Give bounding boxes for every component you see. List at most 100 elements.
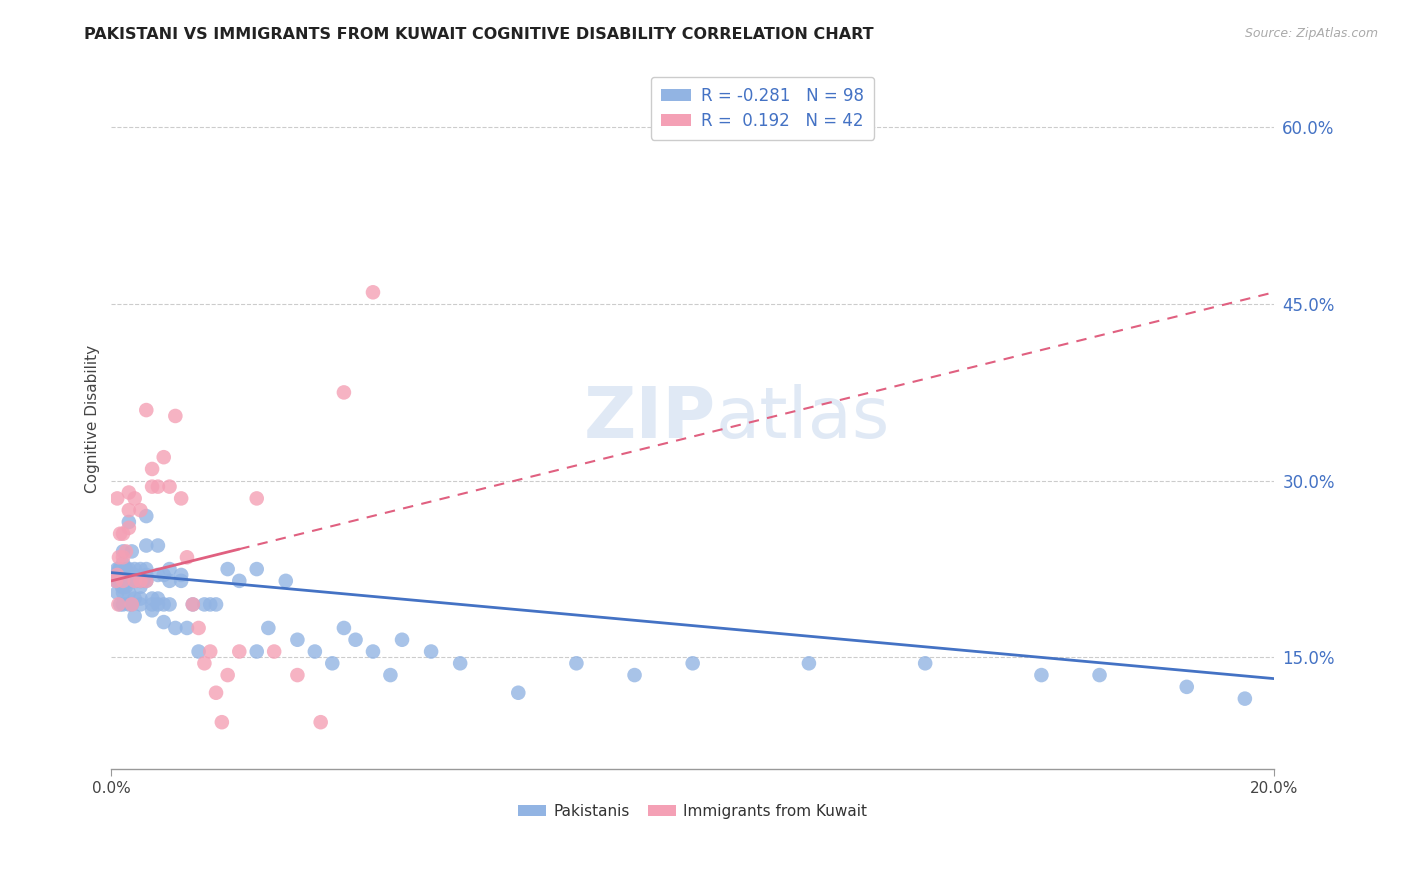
Point xyxy=(228,574,250,588)
Point xyxy=(129,503,152,517)
Point xyxy=(187,621,209,635)
Point xyxy=(304,644,326,658)
Point xyxy=(105,568,128,582)
Point xyxy=(132,574,155,588)
Point xyxy=(112,550,135,565)
Point xyxy=(118,598,141,612)
Point xyxy=(120,574,142,588)
Point xyxy=(105,491,128,506)
Point xyxy=(508,686,530,700)
Point xyxy=(108,526,131,541)
Point xyxy=(110,574,132,588)
Point xyxy=(211,715,233,730)
Point xyxy=(121,598,143,612)
Point xyxy=(108,562,131,576)
Point xyxy=(246,644,269,658)
Point xyxy=(170,574,193,588)
Point xyxy=(159,598,181,612)
Text: PAKISTANI VS IMMIGRANTS FROM KUWAIT COGNITIVE DISABILITY CORRELATION CHART: PAKISTANI VS IMMIGRANTS FROM KUWAIT COGN… xyxy=(84,27,875,42)
Point xyxy=(118,585,141,599)
Point xyxy=(124,574,146,588)
Point xyxy=(344,632,367,647)
Point xyxy=(112,556,135,570)
Point xyxy=(118,515,141,529)
Point xyxy=(129,580,152,594)
Point xyxy=(274,574,297,588)
Point xyxy=(121,544,143,558)
Point xyxy=(135,539,157,553)
Point xyxy=(193,657,215,671)
Point xyxy=(565,657,588,671)
Point xyxy=(107,574,129,588)
Point xyxy=(118,485,141,500)
Point xyxy=(105,574,128,588)
Point xyxy=(246,491,269,506)
Point xyxy=(193,598,215,612)
Point xyxy=(135,562,157,576)
Point xyxy=(287,632,309,647)
Point xyxy=(118,574,141,588)
Point xyxy=(159,480,181,494)
Point xyxy=(200,598,222,612)
Point xyxy=(135,568,157,582)
Point xyxy=(118,568,141,582)
Point xyxy=(135,403,157,417)
Point xyxy=(135,574,157,588)
Point xyxy=(146,480,169,494)
Point xyxy=(170,568,193,582)
Text: Source: ZipAtlas.com: Source: ZipAtlas.com xyxy=(1244,27,1378,40)
Point xyxy=(129,598,152,612)
Point xyxy=(115,544,138,558)
Legend: Pakistanis, Immigrants from Kuwait: Pakistanis, Immigrants from Kuwait xyxy=(512,797,873,825)
Point xyxy=(176,621,198,635)
Point xyxy=(105,585,128,599)
Point xyxy=(152,615,174,629)
Point xyxy=(112,574,135,588)
Point xyxy=(141,591,163,606)
Point xyxy=(129,562,152,576)
Point xyxy=(176,550,198,565)
Point xyxy=(115,562,138,576)
Point xyxy=(108,550,131,565)
Point xyxy=(146,591,169,606)
Point xyxy=(146,539,169,553)
Point xyxy=(129,574,152,588)
Point xyxy=(111,580,134,594)
Point xyxy=(115,580,138,594)
Point xyxy=(420,644,443,658)
Point xyxy=(200,644,222,658)
Point xyxy=(124,491,146,506)
Point xyxy=(152,568,174,582)
Point xyxy=(112,568,135,582)
Point xyxy=(205,686,228,700)
Point xyxy=(108,562,131,576)
Point xyxy=(682,657,704,671)
Point xyxy=(146,568,169,582)
Point xyxy=(165,621,187,635)
Point xyxy=(107,598,129,612)
Point xyxy=(129,574,152,588)
Point xyxy=(205,598,228,612)
Point xyxy=(124,562,146,576)
Point xyxy=(391,632,413,647)
Point xyxy=(361,285,384,300)
Point xyxy=(105,574,128,588)
Point xyxy=(135,574,157,588)
Point xyxy=(181,598,204,612)
Point xyxy=(380,668,402,682)
Point xyxy=(141,598,163,612)
Point xyxy=(152,450,174,465)
Point xyxy=(1233,691,1256,706)
Point xyxy=(124,574,146,588)
Point xyxy=(110,568,132,582)
Point xyxy=(124,591,146,606)
Point xyxy=(112,544,135,558)
Point xyxy=(287,668,309,682)
Point xyxy=(246,562,269,576)
Point xyxy=(146,598,169,612)
Point xyxy=(361,644,384,658)
Point xyxy=(333,385,356,400)
Point xyxy=(121,598,143,612)
Point xyxy=(623,668,645,682)
Point xyxy=(108,574,131,588)
